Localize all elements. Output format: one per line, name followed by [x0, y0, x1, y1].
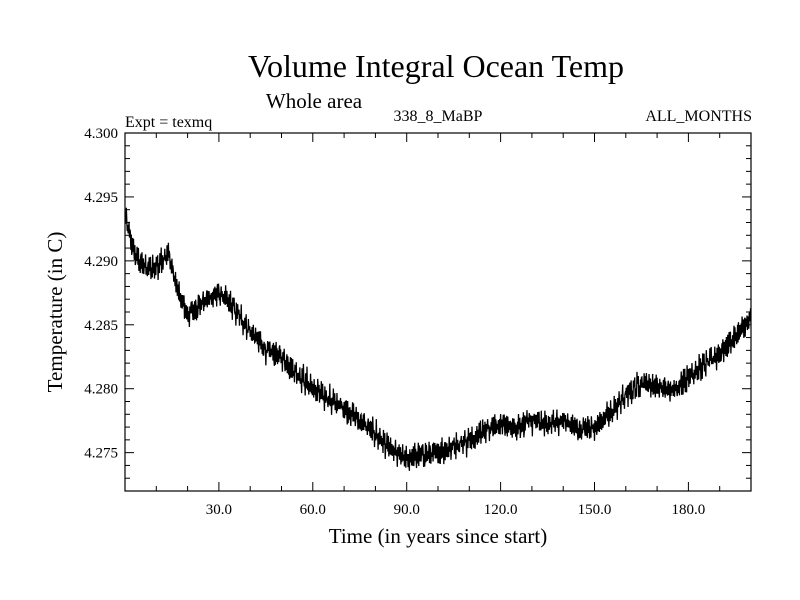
y-tick-label: 4.275 — [84, 446, 118, 462]
plot-frame — [124, 132, 752, 492]
x-axis-label: Time (in years since start) — [329, 524, 548, 548]
y-axis-label: Temperature (in C) — [43, 232, 67, 393]
temperature-series-line — [125, 207, 751, 471]
x-tick-label: 180.0 — [672, 502, 706, 518]
y-tick-label: 4.300 — [84, 126, 118, 142]
months-label: ALL_MONTHS — [645, 108, 752, 125]
chart-title: Volume Integral Ocean Temp — [248, 48, 624, 84]
x-tick-label: 90.0 — [394, 502, 420, 518]
period-label: 338_8_MaBP — [394, 108, 483, 125]
x-tick-label: 150.0 — [578, 502, 612, 518]
y-tick-label: 4.295 — [84, 190, 118, 206]
y-tick-label: 4.285 — [84, 318, 118, 334]
experiment-label: Expt = texmq — [125, 114, 212, 131]
y-tick-label: 4.280 — [84, 382, 118, 398]
chart-subtitle: Whole area — [266, 89, 363, 113]
y-tick-label: 4.290 — [84, 254, 118, 270]
x-tick-label: 30.0 — [206, 502, 232, 518]
x-tick-label: 120.0 — [484, 502, 518, 518]
y-axis-ticks: 4.275 4.280 4.285 4.290 4.295 4.300 — [84, 126, 751, 492]
x-tick-label: 60.0 — [300, 502, 326, 518]
x-axis-ticks: 30.0 60.0 90.0 120.0 150.0 180.0 — [155, 133, 721, 518]
